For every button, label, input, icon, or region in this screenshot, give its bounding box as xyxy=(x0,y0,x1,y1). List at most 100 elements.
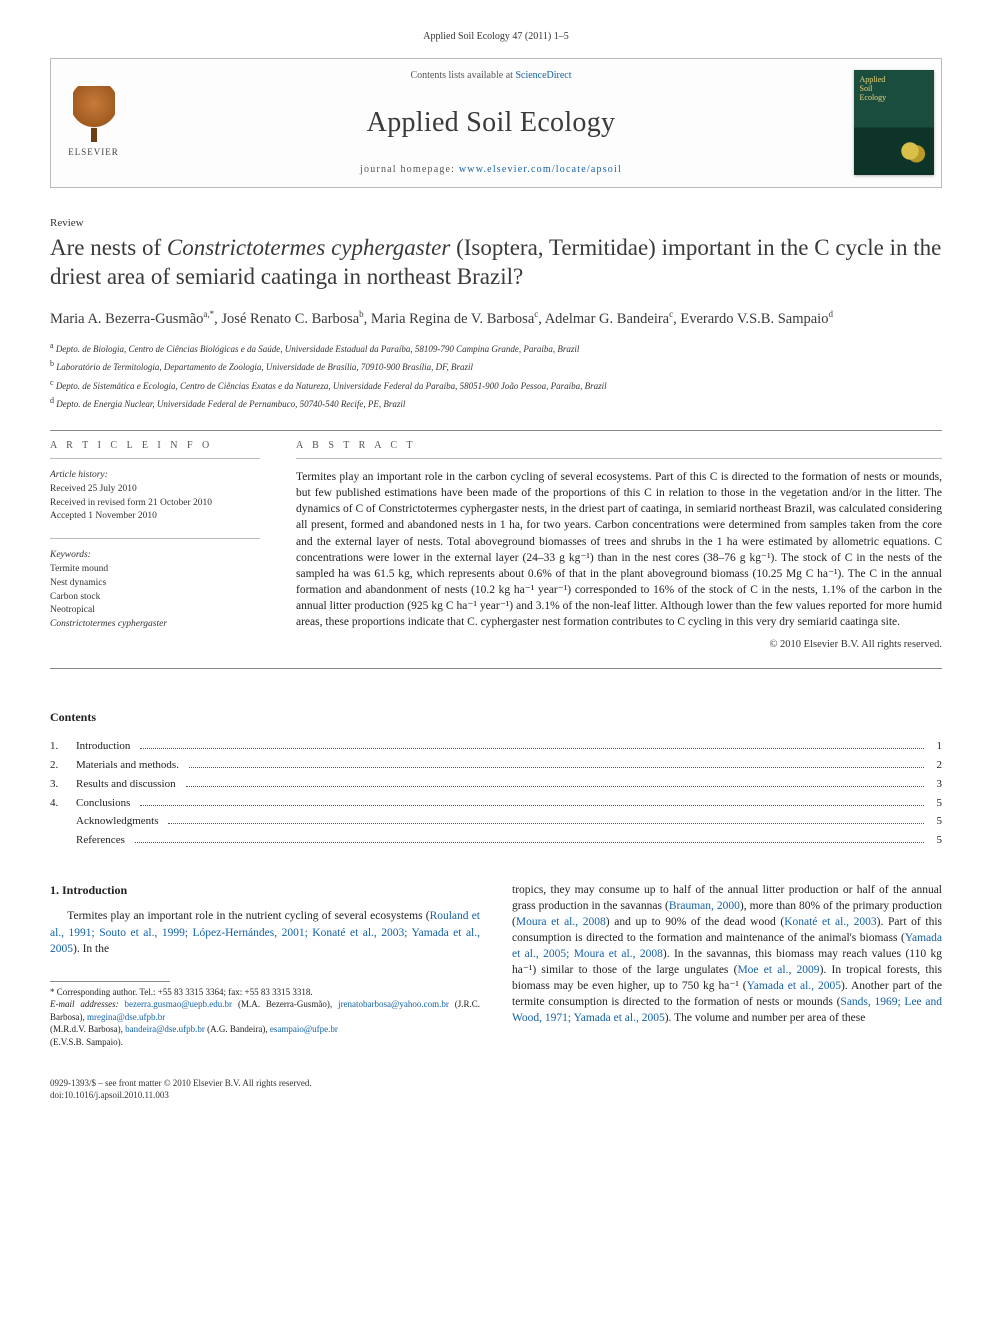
toc-row[interactable]: 2.Materials and methods. 2 xyxy=(50,756,942,775)
article-info-row: A R T I C L E I N F O Article history: R… xyxy=(50,439,942,653)
citation-link[interactable]: Moura et al., 2008 xyxy=(516,916,606,928)
toc-leader-dots xyxy=(189,767,924,768)
intro-paragraph: Termites play an important role in the n… xyxy=(50,908,480,956)
corresponding-author-footnote: * Corresponding author. Tel.: +55 83 331… xyxy=(50,986,480,1049)
affiliation: c Depto. de Sistemática e Ecologia, Cent… xyxy=(50,377,942,394)
publication-mid: Contents lists available at ScienceDirec… xyxy=(136,59,846,187)
email-link[interactable]: esampaio@ufpe.br xyxy=(270,1024,338,1034)
citation-link[interactable]: Moe et al., 2009 xyxy=(737,964,819,976)
text-run: Termites play an important role in the n… xyxy=(67,910,429,922)
abstract-heading: A B S T R A C T xyxy=(296,439,942,453)
title-species: Constrictotermes cyphergaster xyxy=(167,235,450,260)
cover-cell xyxy=(846,59,941,187)
table-of-contents: 1.Introduction12.Materials and methods.2… xyxy=(50,737,942,849)
journal-title: Applied Soil Ecology xyxy=(367,104,616,142)
email-who: (M.A. Bezerra-Gusmão), xyxy=(238,999,332,1009)
toc-leader-dots xyxy=(140,805,924,806)
article-info-left: A R T I C L E I N F O Article history: R… xyxy=(50,439,260,653)
divider xyxy=(50,538,260,539)
toc-page: 3 xyxy=(928,775,942,794)
history-line: Received 25 July 2010 xyxy=(50,484,137,494)
keyword: Carbon stock xyxy=(50,592,100,602)
toc-page: 1 xyxy=(928,737,942,756)
elsevier-logo: ELSEVIER xyxy=(61,83,126,163)
toc-number: 2. xyxy=(50,756,76,775)
title-part-pre: Are nests of xyxy=(50,235,167,260)
affiliation: b Laboratório de Termitologia, Departame… xyxy=(50,358,942,375)
divider xyxy=(296,458,942,459)
toc-number: 1. xyxy=(50,737,76,756)
toc-row[interactable]: 1.Introduction 1 xyxy=(50,737,942,756)
toc-leader-dots xyxy=(186,786,924,787)
text-run: ). In the xyxy=(73,943,109,955)
history-heading: Article history: xyxy=(50,470,108,480)
document-type: Review xyxy=(50,216,942,231)
corr-line: * Corresponding author. Tel.: +55 83 331… xyxy=(50,986,480,999)
elsevier-tree-icon xyxy=(73,86,115,136)
toc-page: 2 xyxy=(928,756,942,775)
history-line: Accepted 1 November 2010 xyxy=(50,511,157,521)
affiliations: a Depto. de Biologia, Centro de Ciências… xyxy=(50,340,942,412)
author-list: Maria A. Bezerra-Gusmãoa,*, José Renato … xyxy=(50,308,942,330)
journal-homepage: journal homepage: www.elsevier.com/locat… xyxy=(360,163,622,177)
keyword: Termite mound xyxy=(50,564,108,574)
text-run: ). The volume and number per area of the… xyxy=(665,1012,866,1024)
toc-page: 5 xyxy=(928,831,942,850)
publisher-logo-cell: ELSEVIER xyxy=(51,59,136,187)
front-matter-footer: 0929-1393/$ – see front matter © 2010 El… xyxy=(50,1077,942,1102)
toc-row[interactable]: 3.Results and discussion 3 xyxy=(50,775,942,794)
toc-row[interactable]: 4.Conclusions5 xyxy=(50,794,942,813)
keyword: Nest dynamics xyxy=(50,578,106,588)
citation-link[interactable]: Brauman, 2000 xyxy=(669,900,740,912)
toc-label: Materials and methods. xyxy=(76,756,185,775)
publisher-name: ELSEVIER xyxy=(68,146,119,158)
divider xyxy=(50,430,942,431)
issn-line: 0929-1393/$ – see front matter © 2010 El… xyxy=(50,1077,942,1090)
toc-leader-dots xyxy=(140,748,924,749)
email-link[interactable]: mregina@dse.ufpb.br xyxy=(87,1012,165,1022)
affiliation: d Depto. de Energia Nuclear, Universidad… xyxy=(50,395,942,412)
email-block: E-mail addresses: bezerra.gusmao@uepb.ed… xyxy=(50,998,480,1048)
email-who: (A.G. Bandeira), xyxy=(207,1024,267,1034)
keyword-species: Constrictotermes cyphergaster xyxy=(50,619,167,629)
toc-leader-dots xyxy=(135,842,924,843)
history-line: Received in revised form 21 October 2010 xyxy=(50,498,212,508)
abstract-column: A B S T R A C T Termites play an importa… xyxy=(296,439,942,653)
publication-header-box: ELSEVIER Contents lists available at Sci… xyxy=(50,58,942,188)
toc-page: 5 xyxy=(928,812,942,831)
toc-label: References xyxy=(50,831,131,850)
email-link[interactable]: jrenatobarbosa@yahoo.com.br xyxy=(338,999,449,1009)
toc-leader-dots xyxy=(168,823,924,824)
keywords-block: Keywords: Termite mound Nest dynamics Ca… xyxy=(50,549,260,632)
article-title: Are nests of Constrictotermes cyphergast… xyxy=(50,234,942,292)
email-link[interactable]: bandeira@dse.ufpb.br xyxy=(125,1024,205,1034)
contents-available: Contents lists available at ScienceDirec… xyxy=(410,69,571,83)
divider xyxy=(50,458,260,459)
citation-link[interactable]: Yamada et al., 2005 xyxy=(747,980,841,992)
toc-label: Results and discussion xyxy=(76,775,182,794)
citation-link[interactable]: Konaté et al., 2003 xyxy=(784,916,876,928)
article-history: Article history: Received 25 July 2010 R… xyxy=(50,469,260,524)
toc-row[interactable]: Acknowledgments 5 xyxy=(50,812,942,831)
doi-line: doi:10.1016/j.apsoil.2010.11.003 xyxy=(50,1089,942,1102)
article-info-heading: A R T I C L E I N F O xyxy=(50,439,260,453)
toc-number: 3. xyxy=(50,775,76,794)
homepage-link[interactable]: www.elsevier.com/locate/apsoil xyxy=(459,164,622,175)
abstract-copyright: © 2010 Elsevier B.V. All rights reserved… xyxy=(296,638,942,652)
divider xyxy=(50,668,942,669)
abstract-text: Termites play an important role in the c… xyxy=(296,469,942,630)
toc-label: Acknowledgments xyxy=(50,812,164,831)
toc-page: 5 xyxy=(928,794,942,813)
section-heading: 1. Introduction xyxy=(50,882,480,899)
contents-prefix: Contents lists available at xyxy=(410,70,515,81)
toc-row[interactable]: References 5 xyxy=(50,831,942,850)
keywords-heading: Keywords: xyxy=(50,550,91,560)
email-who: (E.V.S.B. Sampaio). xyxy=(50,1037,123,1047)
sciencedirect-link[interactable]: ScienceDirect xyxy=(515,70,571,81)
toc-label: Introduction xyxy=(76,737,136,756)
email-link[interactable]: bezerra.gusmao@uepb.edu.br xyxy=(125,999,233,1009)
running-header: Applied Soil Ecology 47 (2011) 1–5 xyxy=(50,30,942,44)
email-label: E-mail addresses: xyxy=(50,999,119,1009)
toc-number: 4. xyxy=(50,794,76,813)
keyword: Neotropical xyxy=(50,605,95,615)
